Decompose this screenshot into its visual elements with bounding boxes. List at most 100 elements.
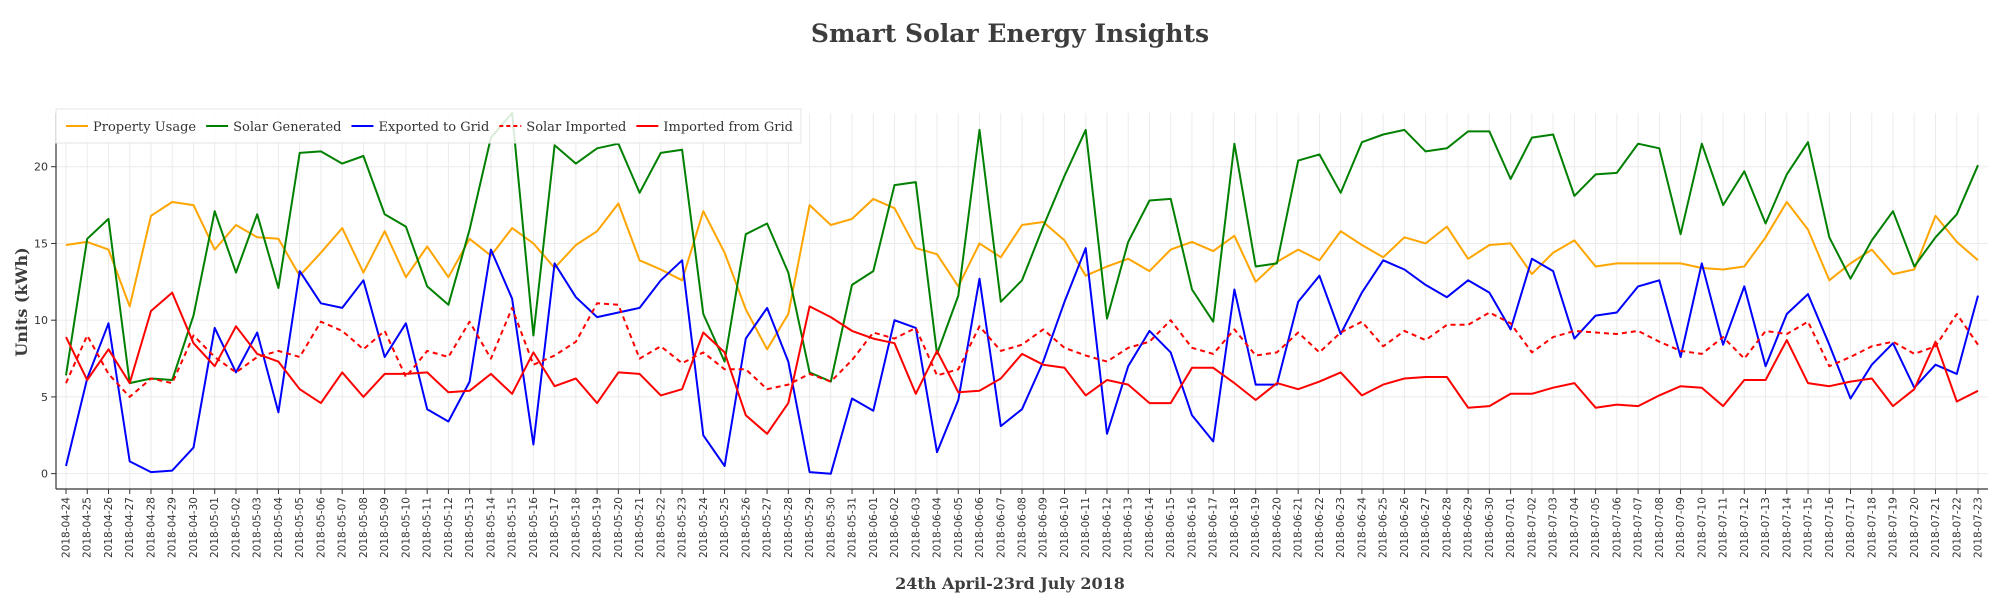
x-tick-label: 2018-04-30 — [188, 497, 200, 558]
x-tick-label: 2018-06-11 — [1080, 497, 1092, 558]
x-tick-label: 2018-05-27 — [762, 497, 774, 558]
x-tick-label: 2018-05-14 — [485, 497, 497, 558]
x-tick-label: 2018-06-18 — [1229, 497, 1241, 558]
x-tick-label: 2018-06-10 — [1059, 497, 1071, 558]
x-tick-label: 2018-06-04 — [932, 497, 944, 558]
series-line-property-usage — [65, 197, 1979, 351]
x-tick-label: 2018-05-30 — [825, 497, 837, 558]
x-tick-label: 2018-07-16 — [1824, 497, 1836, 558]
x-tick-label: 2018-07-17 — [1845, 497, 1857, 558]
x-tick-label: 2018-06-06 — [974, 497, 986, 558]
y-tick-label: 20 — [34, 161, 48, 174]
x-tick-label: 2018-05-12 — [443, 497, 455, 558]
x-tick-label: 2018-07-19 — [1888, 497, 1900, 558]
x-tick-label: 2018-05-05 — [294, 497, 306, 558]
x-tick-label: 2018-07-08 — [1654, 497, 1666, 558]
x-tick-label: 2018-06-02 — [889, 497, 901, 558]
series-line-exported-to-grid — [65, 247, 1979, 475]
x-tick-label: 2018-06-16 — [1186, 497, 1198, 558]
x-tick-label: 2018-07-06 — [1611, 497, 1623, 558]
legend-label-solar-imported: Solar Imported — [526, 120, 626, 135]
x-tick-label: 2018-05-10 — [400, 497, 412, 558]
x-tick-label: 2018-06-03 — [910, 497, 922, 558]
series-line-solar-imported — [65, 302, 1979, 398]
x-tick-label: 2018-05-29 — [804, 497, 816, 558]
x-tick-label: 2018-04-27 — [124, 497, 136, 558]
x-tick-label: 2018-07-05 — [1590, 497, 1602, 558]
x-tick-label: 2018-07-22 — [1951, 497, 1963, 558]
x-tick-label: 2018-05-06 — [315, 497, 327, 558]
x-tick-label: 2018-06-25 — [1378, 497, 1390, 558]
x-tick-label: 2018-05-01 — [209, 497, 221, 558]
x-tick-label: 2018-05-23 — [677, 497, 689, 558]
x-tick-label: 2018-05-25 — [719, 497, 731, 558]
x-tick-label: 2018-06-23 — [1335, 497, 1347, 558]
x-tick-label: 2018-07-03 — [1548, 497, 1560, 558]
x-tick-label: 2018-07-10 — [1696, 497, 1708, 558]
x-tick-label: 2018-07-23 — [1973, 497, 1985, 558]
x-tick-label: 2018-06-30 — [1484, 497, 1496, 558]
x-tick-label: 2018-06-01 — [868, 497, 880, 558]
series-line-imported-from-grid — [65, 291, 1979, 435]
x-tick-label: 2018-05-13 — [464, 497, 476, 558]
x-tick-label: 2018-06-09 — [1038, 497, 1050, 558]
x-tick-label: 2018-07-07 — [1633, 497, 1645, 558]
x-tick-label: 2018-05-15 — [507, 497, 519, 558]
x-tick-label: 2018-04-26 — [103, 497, 115, 558]
y-tick-label: 10 — [34, 314, 48, 327]
x-tick-label: 2018-06-27 — [1420, 497, 1432, 558]
x-tick-label: 2018-07-14 — [1781, 497, 1793, 558]
x-tick-label: 2018-07-09 — [1675, 497, 1687, 558]
grid-lines — [56, 113, 1988, 489]
x-tick-label: 2018-07-21 — [1930, 497, 1942, 558]
x-tick-label: 2018-06-29 — [1463, 497, 1475, 558]
x-tick-label: 2018-05-19 — [592, 497, 604, 558]
x-tick-label: 2018-07-01 — [1505, 497, 1517, 558]
x-tick-label: 2018-06-20 — [1271, 497, 1283, 558]
legend-label-exported-to-grid: Exported to Grid — [378, 120, 489, 135]
x-tick-label: 2018-06-05 — [953, 497, 965, 558]
x-tick-label: 2018-06-14 — [1144, 497, 1156, 558]
x-tick-label: 2018-07-11 — [1718, 497, 1730, 558]
chart-title: Smart Solar Energy Insights — [811, 19, 1209, 48]
x-tick-label: 2018-06-28 — [1441, 497, 1453, 558]
x-tick-label: 2018-04-29 — [167, 497, 179, 558]
x-tick-label: 2018-06-19 — [1250, 497, 1262, 558]
x-tick-label: 2018-04-24 — [61, 497, 73, 558]
x-tick-label: 2018-05-28 — [783, 497, 795, 558]
x-tick-label: 2018-06-15 — [1165, 497, 1177, 558]
series-lines — [65, 112, 1979, 475]
y-tick-label: 5 — [41, 391, 48, 404]
x-tick-label: 2018-05-03 — [252, 497, 264, 558]
x-tick-label: 2018-05-18 — [570, 497, 582, 558]
x-tick-label: 2018-06-13 — [1123, 497, 1135, 558]
x-tick-label: 2018-05-07 — [337, 497, 349, 558]
x-tick-label: 2018-06-12 — [1101, 497, 1113, 558]
x-tick-label: 2018-05-20 — [613, 497, 625, 558]
x-tick-label: 2018-05-02 — [230, 497, 242, 558]
x-tick-label: 2018-04-28 — [145, 497, 157, 558]
x-tick-label: 2018-05-21 — [634, 497, 646, 558]
x-tick-label: 2018-05-31 — [847, 497, 859, 558]
legend-box — [55, 108, 802, 144]
x-tick-label: 2018-07-04 — [1569, 497, 1581, 558]
x-tick-label: 2018-06-08 — [1017, 497, 1029, 558]
legend-label-solar-generated: Solar Generated — [233, 120, 341, 135]
x-tick-label: 2018-06-22 — [1314, 497, 1326, 558]
x-tick-label: 2018-06-17 — [1208, 497, 1220, 558]
x-tick-label: 2018-05-04 — [273, 497, 285, 558]
x-tick-label: 2018-06-26 — [1399, 497, 1411, 558]
x-tick-label: 2018-06-24 — [1356, 497, 1368, 558]
y-ticks: 0 5 10 15 20 — [34, 161, 56, 481]
x-tick-label: 2018-07-20 — [1909, 497, 1921, 558]
x-tick-label: 2018-05-26 — [740, 497, 752, 558]
x-tick-label: 2018-06-21 — [1293, 497, 1305, 558]
y-tick-label: 15 — [34, 237, 48, 250]
x-tick-label: 2018-07-18 — [1866, 497, 1878, 558]
x-tick-label: 2018-07-15 — [1803, 497, 1815, 558]
y-tick-label: 0 — [41, 468, 48, 481]
series-line-solar-generated — [65, 112, 1979, 385]
x-tick-label: 2018-05-17 — [549, 497, 561, 558]
x-tick-label: 2018-07-12 — [1739, 497, 1751, 558]
